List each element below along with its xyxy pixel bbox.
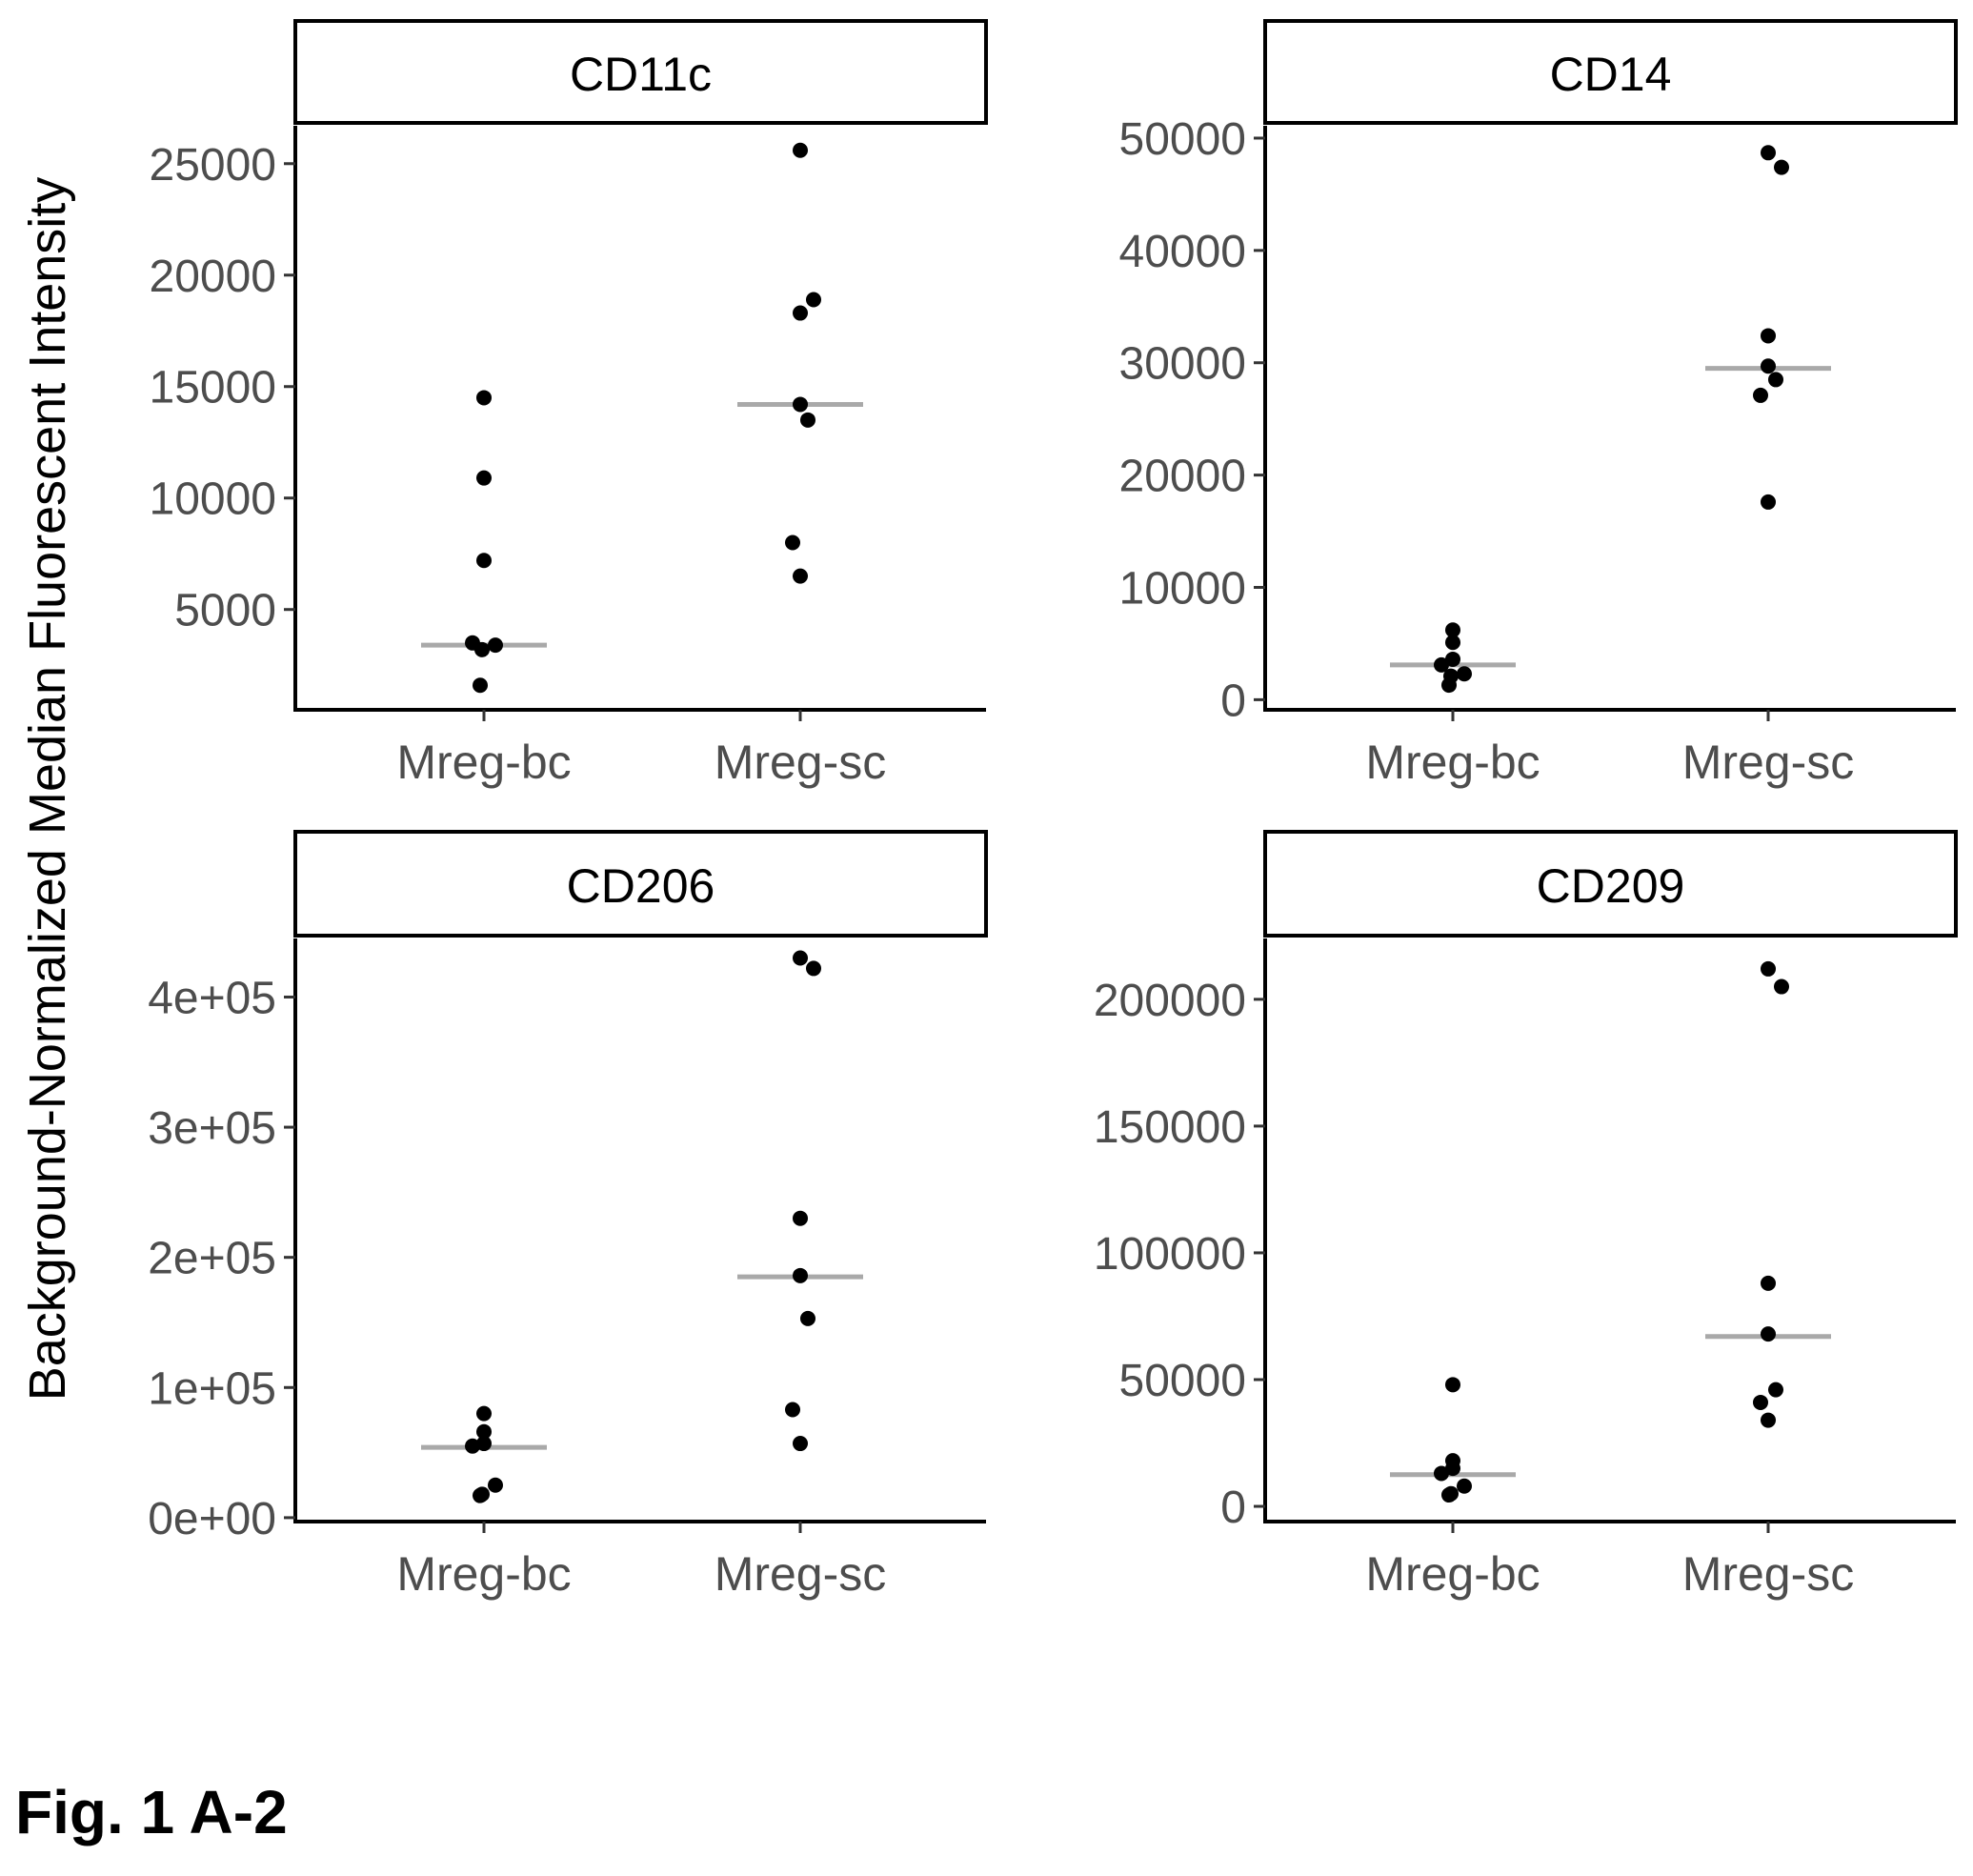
data-point	[1761, 1412, 1776, 1428]
data-point	[476, 1405, 492, 1422]
data-point	[465, 1438, 480, 1454]
strip-label: CD11c	[570, 48, 712, 101]
y-tick-label: 200000	[1094, 976, 1246, 1026]
y-tick-label: 150000	[1094, 1102, 1246, 1153]
y-tick-label: 10000	[1119, 564, 1246, 615]
strip-box	[293, 830, 988, 938]
y-tick-label: 4e+05	[148, 973, 276, 1023]
data-point	[1753, 387, 1768, 403]
data-point	[1434, 1465, 1449, 1482]
x-tick-label: Mreg-bc	[396, 1547, 571, 1601]
data-point	[1457, 1478, 1472, 1494]
data-point	[1768, 372, 1783, 388]
data-point	[793, 1267, 808, 1283]
data-point	[476, 470, 492, 486]
data-point	[476, 553, 492, 569]
data-point	[1761, 1326, 1776, 1342]
y-tick-label: 0	[1220, 1483, 1246, 1533]
panel-cd209: CD209 0 50000 100000 150000 200000 Mreg-bc Mreg…	[1094, 830, 1958, 1601]
data-point	[488, 637, 503, 654]
strip-box	[1263, 830, 1958, 938]
y-tick-label: 1e+05	[148, 1363, 276, 1414]
data-point	[806, 292, 821, 308]
y-axis-label: Background-Normalized Median Fluorescent…	[19, 177, 76, 1402]
data-point	[793, 568, 808, 584]
data-point	[1445, 622, 1460, 638]
data-point	[1774, 978, 1789, 995]
data-point	[1441, 1487, 1457, 1503]
panel-cd11c: CD11c 5000 10000 15000 20000 25000 Mreg-bc Mreg…	[150, 19, 988, 789]
data-point	[785, 1402, 800, 1418]
data-point	[476, 1436, 492, 1452]
strip-box	[293, 19, 988, 125]
strip-label: CD14	[1550, 48, 1672, 101]
strip-label: CD206	[567, 859, 715, 913]
y-tick-label: 0e+00	[148, 1494, 276, 1544]
data-point	[793, 142, 808, 158]
data-point	[473, 1487, 488, 1503]
data-point	[806, 960, 821, 977]
data-point	[1761, 358, 1776, 374]
x-tick-label: Mreg-bc	[1365, 736, 1540, 789]
x-tick-label: Mreg-sc	[715, 1547, 887, 1601]
y-tick-label: 5000	[174, 586, 276, 636]
strip-label: CD209	[1537, 859, 1685, 913]
y-tick-label: 25000	[150, 140, 276, 191]
y-tick-label: 100000	[1094, 1229, 1246, 1280]
y-tick-label: 15000	[150, 363, 276, 414]
data-point	[476, 390, 492, 406]
data-point	[488, 1477, 503, 1493]
data-point	[793, 396, 808, 413]
y-tick-label: 0	[1220, 676, 1246, 726]
y-tick-label: 20000	[1119, 452, 1246, 502]
y-tick-label: 10000	[150, 474, 276, 525]
strip-box	[1263, 19, 1958, 125]
data-point	[800, 412, 815, 428]
data-point	[1753, 1394, 1768, 1410]
data-point	[1445, 635, 1460, 651]
data-point	[1445, 1377, 1460, 1393]
data-point	[1434, 656, 1449, 673]
x-tick-label: Mreg-bc	[396, 736, 571, 789]
data-point	[800, 1310, 815, 1326]
x-tick-label: Mreg-sc	[715, 736, 887, 789]
panel-cd206: CD206 0e+00 1e+05 2e+05 3e+05 4e+05 Mreg-bc Mre…	[148, 830, 988, 1601]
panel-cd14: CD14 0 10000 20000 30000 40000 50000 Mreg-bc Mre…	[1119, 19, 1958, 789]
data-point	[1761, 494, 1776, 510]
x-tick-label: Mreg-sc	[1682, 736, 1855, 789]
data-point	[1774, 159, 1789, 175]
y-tick-label: 50000	[1119, 114, 1246, 165]
data-point	[1761, 145, 1776, 161]
y-tick-label: 3e+05	[148, 1103, 276, 1154]
y-tick-label: 40000	[1119, 227, 1246, 277]
data-point	[793, 305, 808, 321]
data-point	[1761, 960, 1776, 977]
panels: CD11c 5000 10000 15000 20000 25000 Mreg-bc Mreg…	[148, 19, 1958, 1601]
y-tick-label: 50000	[1119, 1356, 1246, 1406]
data-point	[1761, 1275, 1776, 1291]
data-point	[473, 677, 488, 694]
data-point	[1457, 666, 1472, 682]
data-point	[793, 950, 808, 966]
figure-caption: Fig. 1 A-2	[15, 1778, 288, 1846]
data-point	[1441, 677, 1457, 694]
data-point	[785, 535, 800, 551]
y-tick-label: 2e+05	[148, 1234, 276, 1284]
y-tick-label: 30000	[1119, 339, 1246, 390]
data-point	[1761, 328, 1776, 344]
data-point	[474, 641, 490, 657]
x-tick-label: Mreg-sc	[1682, 1547, 1855, 1601]
x-tick-label: Mreg-bc	[1365, 1547, 1540, 1601]
data-point	[793, 1436, 808, 1452]
data-point	[1445, 651, 1460, 667]
data-point	[1445, 1461, 1460, 1477]
data-point	[476, 1423, 492, 1440]
y-tick-label: 20000	[150, 252, 276, 302]
data-point	[793, 1210, 808, 1226]
data-point	[1768, 1382, 1783, 1398]
